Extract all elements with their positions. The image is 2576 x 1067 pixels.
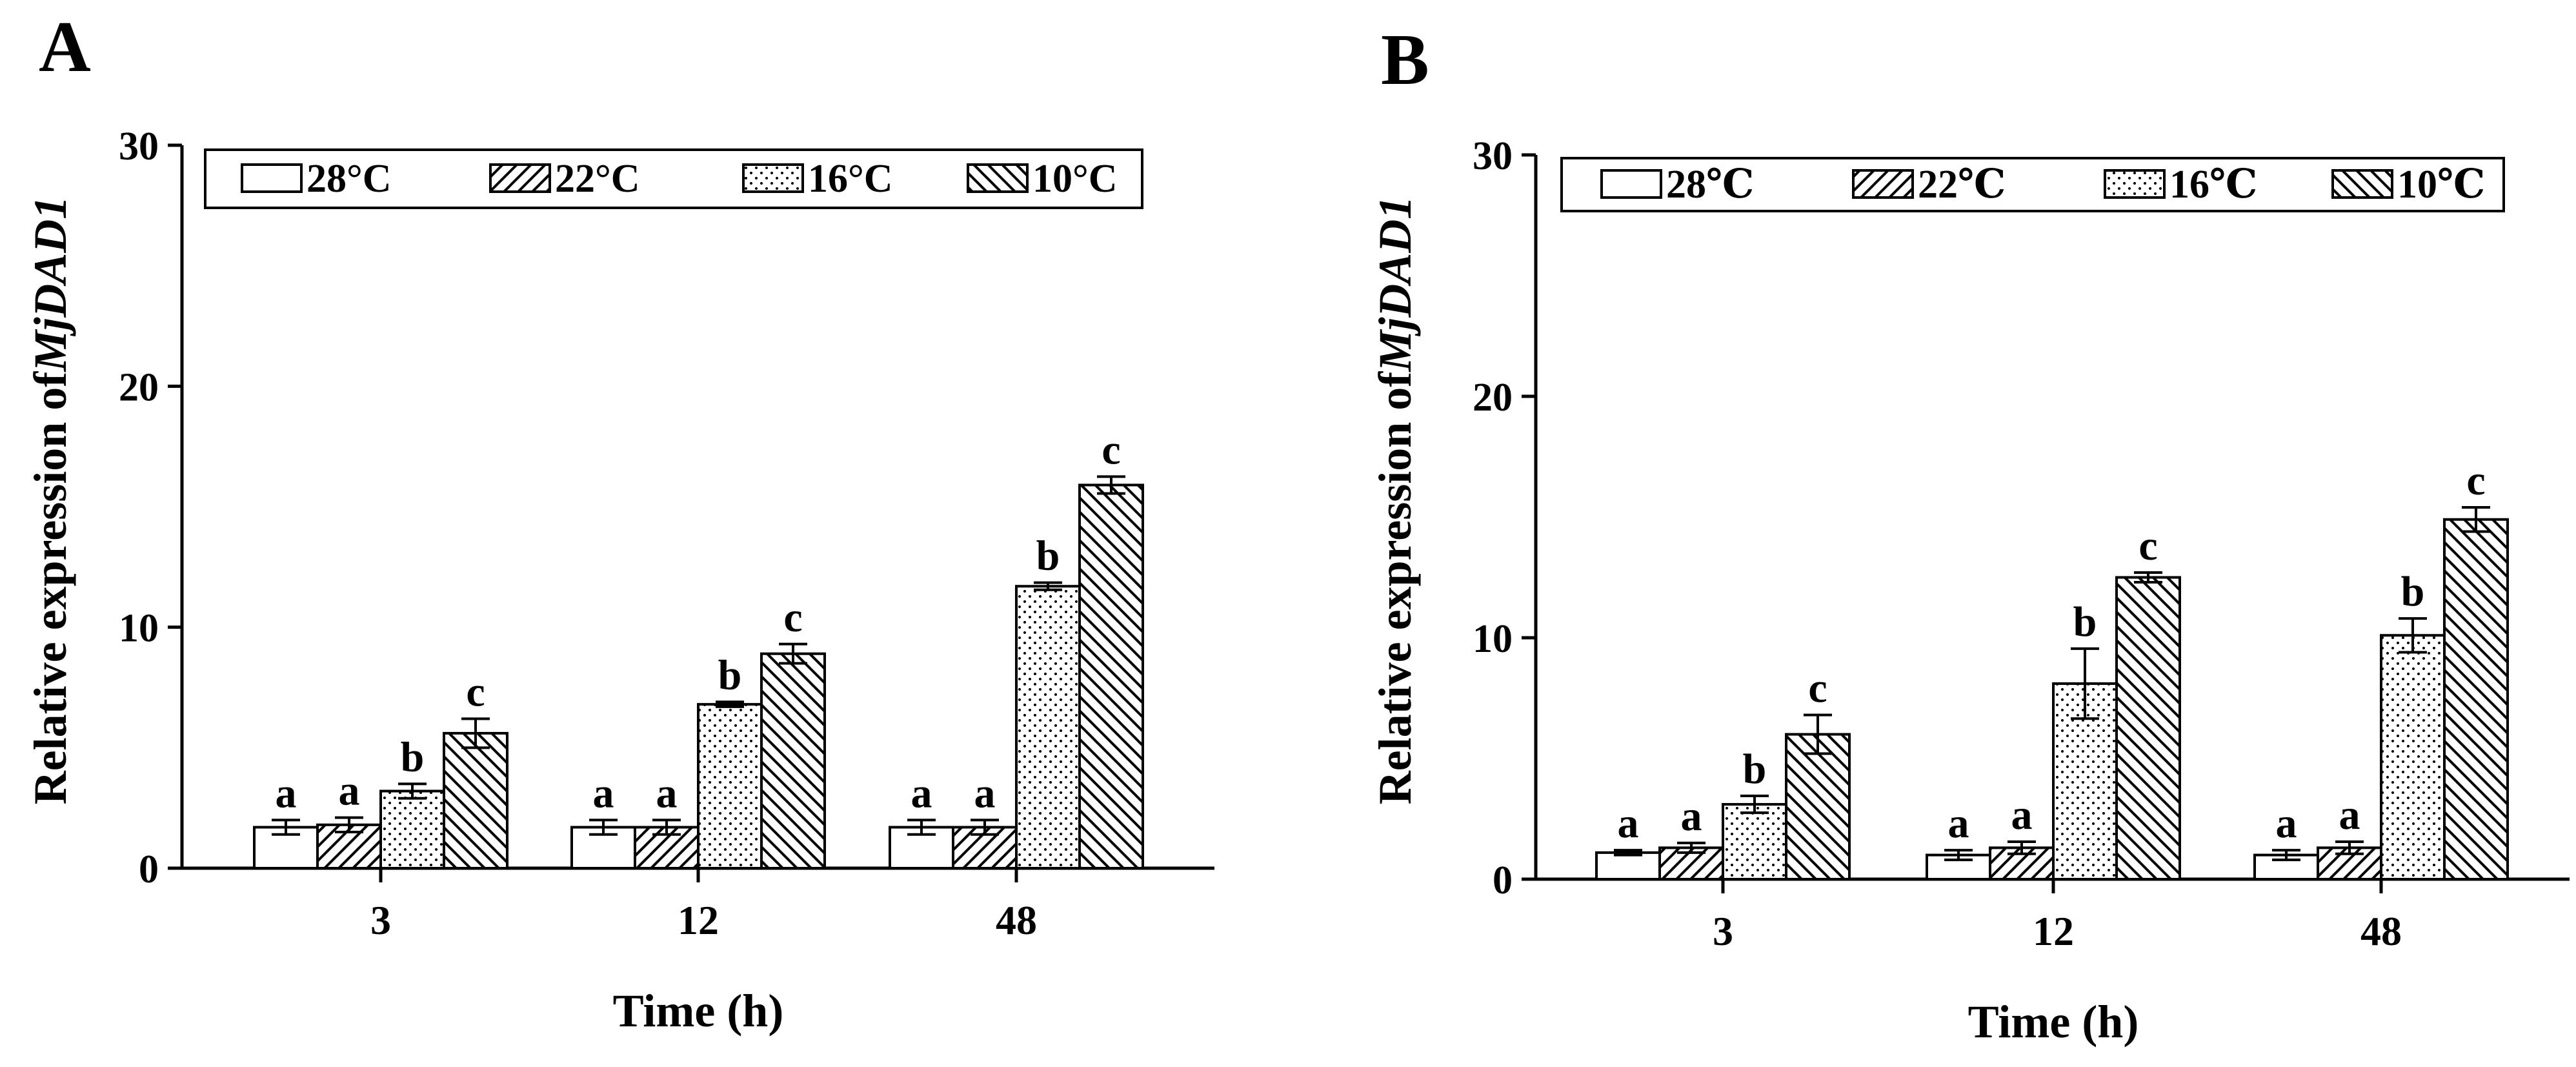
x-tick-label: 3 — [1713, 908, 1733, 954]
x-tick-label: 12 — [2033, 908, 2074, 954]
y-axis-label-gene: MjDAD1 — [25, 196, 76, 372]
x-axis-label: Time (h) — [1968, 996, 2139, 1048]
significance-letter: b — [1743, 746, 1767, 793]
bar — [1785, 733, 1851, 880]
legend-label: 22°C — [555, 157, 640, 201]
significance-letter: c — [1808, 665, 1827, 712]
significance-letter: c — [2138, 522, 2157, 569]
y-tick-label: 30 — [119, 125, 159, 168]
significance-letter: a — [1681, 793, 1702, 840]
legend-swatch — [742, 163, 804, 193]
significance-letter: a — [2339, 791, 2360, 838]
legend-swatch — [2104, 169, 2166, 199]
x-tick-label: 3 — [370, 897, 391, 943]
bar — [2443, 518, 2509, 880]
y-tick-label: 0 — [139, 848, 159, 891]
x-ticks: 3 12 48 — [370, 868, 1037, 943]
legend-label: 28°C — [307, 157, 392, 201]
legend-swatch — [489, 163, 551, 193]
panel-label: B — [1381, 20, 1429, 100]
significance-letter: a — [593, 769, 614, 817]
significance-letter: b — [401, 733, 425, 780]
bar — [2115, 576, 2181, 880]
significance-letter: b — [2073, 598, 2097, 645]
bar — [2380, 634, 2446, 880]
significance-letter: a — [656, 769, 678, 817]
x-tick-label: 12 — [678, 897, 719, 943]
x-tick-label: 48 — [2360, 908, 2402, 954]
bar — [443, 731, 508, 870]
y-axis-label: Relative expression ofMjDAD1 — [25, 196, 76, 805]
x-ticks: 3 12 48 — [1713, 879, 2402, 954]
x-tick-label: 48 — [996, 897, 1037, 943]
legend-swatch — [967, 163, 1029, 193]
bar — [2317, 846, 2382, 881]
bar — [1015, 585, 1081, 869]
significance-letter: a — [276, 769, 297, 817]
y-ticks: 0 10 20 30 — [1473, 134, 1536, 902]
significance-letter: c — [1102, 426, 1120, 473]
legend-swatch — [1600, 169, 1662, 199]
significance-letter: a — [2276, 800, 2297, 847]
legend-label: 16℃ — [2169, 163, 2257, 207]
legend-label: 10℃ — [2397, 163, 2485, 207]
significance-letter: c — [2466, 457, 2485, 504]
bar — [697, 703, 763, 869]
significance-letter: a — [2011, 791, 2033, 838]
y-axis-label: Relative expression ofMjDAD1 — [1369, 196, 1421, 805]
bar — [1722, 803, 1787, 881]
significance-letter: b — [1036, 533, 1060, 580]
panel-b: B Relative expression ofMjDAD1 Time (h) … — [1369, 20, 2570, 1048]
legend-label: 28℃ — [1666, 163, 1754, 207]
y-tick-label: 20 — [119, 365, 159, 409]
y-axis-label-gene: MjDAD1 — [1369, 196, 1421, 372]
bar — [379, 789, 445, 869]
significance-letter: a — [339, 767, 360, 815]
significance-letter: c — [783, 594, 802, 641]
y-tick-label: 30 — [1473, 134, 1513, 178]
y-axis-label-prefix: Relative expression of — [25, 371, 76, 805]
x-axis-label: Time (h) — [613, 985, 784, 1037]
y-ticks: 0 10 20 30 — [119, 125, 182, 891]
legend-label: 16°C — [808, 157, 893, 201]
significance-letter: b — [718, 651, 742, 698]
legend: 28℃ 22℃ 16℃ 10℃ — [1560, 157, 2505, 212]
y-tick-label: 0 — [1493, 859, 1513, 902]
legend-frame — [204, 148, 1143, 209]
legend-swatch — [2331, 169, 2393, 199]
legend-swatch — [1852, 169, 1914, 199]
significance-letter: a — [1618, 800, 1639, 847]
legend: 28°C 22°C 16°C 10°C — [204, 148, 1143, 209]
panel-label: A — [39, 7, 91, 87]
panel-a: A Relative expression ofMjDAD1 Time (h) … — [25, 7, 1214, 1037]
y-tick-label: 20 — [1473, 376, 1513, 420]
bar — [1078, 483, 1144, 869]
y-axis-label-prefix: Relative expression of — [1369, 371, 1421, 805]
significance-letter: a — [974, 769, 996, 817]
significance-letter: b — [2401, 568, 2425, 615]
bar — [1595, 851, 1661, 880]
legend-label: 22℃ — [1918, 163, 2006, 207]
bar — [760, 652, 826, 869]
y-tick-label: 10 — [119, 607, 159, 651]
significance-letter: c — [466, 669, 485, 716]
y-tick-label: 10 — [1473, 617, 1513, 661]
legend-label: 10°C — [1032, 157, 1118, 201]
legend-swatch — [241, 163, 303, 193]
significance-letter: a — [911, 769, 932, 817]
significance-letter: a — [1948, 800, 1969, 847]
